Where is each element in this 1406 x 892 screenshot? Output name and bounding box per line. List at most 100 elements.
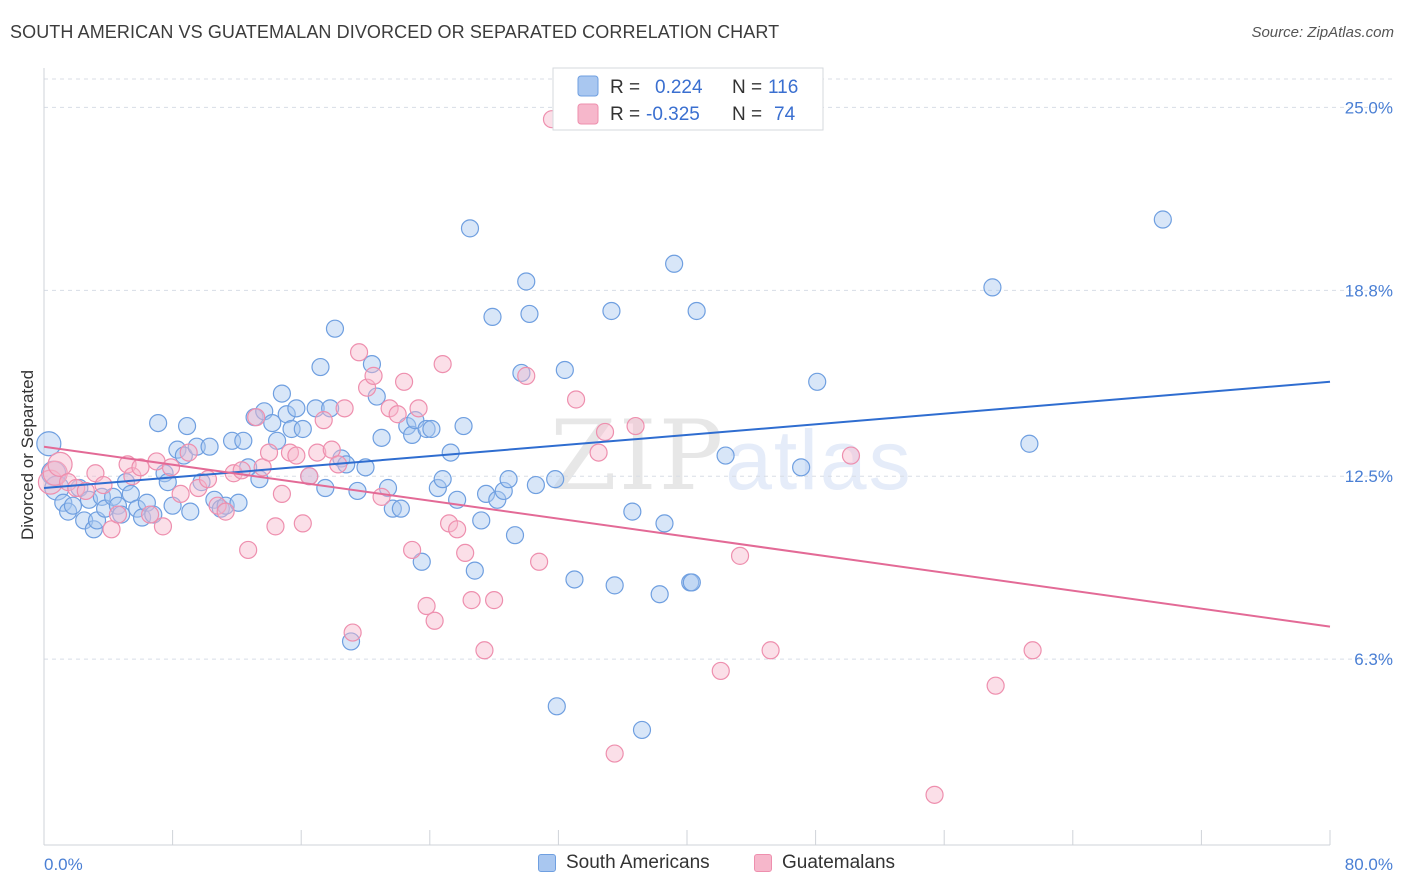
bottom-legend-swatch-pink: [754, 854, 772, 872]
x-tick-label-1: 80.0%: [1345, 855, 1393, 874]
y-tick-label-3: 25.0%: [1345, 98, 1393, 117]
guatemalan-point-62: [566, 390, 586, 409]
guatemalan-point-64: [595, 422, 615, 442]
south-american-point-53: [316, 478, 335, 498]
south-american-point-108: [983, 278, 1002, 297]
guatemalan-point-65: [605, 744, 624, 763]
trend-line-guatemalans: [43, 445, 1331, 628]
guatemalan-point-71: [986, 676, 1005, 695]
south-american-point-60: [356, 458, 375, 477]
south-american-point-46: [277, 405, 296, 424]
south-american-point-86: [505, 526, 525, 545]
legend-box: R = 0.224 N = 116 R = -0.325 N = 74: [552, 67, 824, 131]
x-tick-labels: 0.0% 80.0%: [44, 855, 1393, 874]
south-american-point-106: [792, 458, 811, 477]
guatemalan-point-25: [239, 540, 258, 560]
legend-n-value-1: 116: [768, 77, 798, 98]
south-american-point-93: [555, 360, 574, 380]
legend-n-label-1: N =: [732, 77, 762, 98]
south-american-point-105: [716, 446, 735, 465]
legend-r-label-1: R =: [610, 77, 640, 98]
guatemalan-point-52: [433, 354, 452, 374]
guatemalan-point-7: [94, 475, 113, 495]
south-american-point-29: [181, 502, 200, 521]
guatemalan-point-57: [475, 641, 494, 660]
guatemalan-point-17: [171, 484, 190, 504]
guatemalan-point-73: [925, 785, 944, 804]
south-american-point-37: [229, 493, 248, 512]
guatemalan-point-18: [179, 443, 198, 462]
south-american-point-103: [682, 573, 701, 592]
south-american-point-5: [63, 496, 83, 515]
guatemalan-point-29: [266, 517, 285, 536]
guatemalan-point-63: [589, 443, 608, 462]
guatemalan-point-59: [517, 366, 536, 385]
guatemalan-point-26: [247, 408, 266, 427]
guatemalan-point-5: [76, 481, 95, 501]
series-guatemalans: [37, 110, 1042, 804]
trend-lines: [43, 380, 1331, 628]
south-american-point-72: [422, 419, 441, 439]
guatemalan-point-33: [293, 514, 312, 533]
guatemalan-point-12: [131, 458, 150, 477]
guatemalan-point-40: [343, 623, 362, 642]
guatemalan-point-44: [372, 487, 391, 506]
source-label: Source: ZipAtlas.com: [1251, 24, 1394, 41]
guatemalan-point-30: [272, 484, 292, 504]
y-tick-label-1: 12.5%: [1345, 467, 1393, 486]
south-american-point-107: [808, 372, 827, 391]
legend-n-value-2: 74: [774, 104, 796, 125]
south-american-point-82: [483, 307, 502, 326]
axes: [43, 68, 1331, 846]
guatemalan-point-49: [409, 399, 428, 418]
south-american-point-34: [211, 499, 230, 518]
guatemalan-point-41: [349, 343, 369, 362]
south-american-point-71: [417, 419, 436, 439]
south-american-point-89: [520, 304, 539, 324]
guatemalan-point-69: [761, 641, 780, 660]
bottom-legend-item-south-americans: South Americans: [538, 852, 710, 874]
guatemalan-point-58: [485, 591, 504, 610]
south-american-point-97: [623, 502, 642, 521]
south-american-point-94: [565, 570, 584, 589]
south-american-point-13: [104, 487, 123, 506]
south-american-point-70: [412, 552, 431, 571]
south-american-point-80: [472, 511, 491, 530]
legend-swatch-blue: [577, 75, 599, 97]
south-american-point-99: [650, 585, 669, 604]
south-american-point-43: [263, 413, 282, 433]
guatemalan-point-47: [394, 372, 414, 391]
y-tick-label-0: 6.3%: [1354, 650, 1393, 669]
guatemalan-point-50: [417, 596, 436, 616]
x-tick-label-0: 0.0%: [44, 855, 83, 874]
south-american-point-109: [1020, 434, 1039, 453]
south-american-point-79: [465, 561, 484, 580]
south-american-point-0: [36, 431, 62, 457]
legend-n-label-2: N =: [732, 104, 762, 125]
south-american-point-81: [476, 484, 496, 504]
south-american-point-74: [433, 470, 452, 489]
south-american-point-104: [687, 301, 706, 321]
y-axis-label: Divorced or Separated: [18, 369, 37, 541]
south-american-point-32: [200, 437, 219, 456]
guatemalan-point-28: [259, 443, 279, 462]
grid-lines: [44, 78, 1395, 660]
south-american-point-84: [494, 481, 513, 501]
south-american-point-110: [1153, 210, 1172, 229]
south-american-point-38: [234, 431, 253, 450]
guatemalan-point-39: [335, 399, 354, 418]
south-american-point-52: [311, 357, 330, 377]
guatemalan-point-66: [626, 416, 645, 436]
south-american-point-22: [149, 413, 168, 433]
south-american-point-95: [602, 301, 621, 321]
south-american-point-101: [665, 254, 684, 273]
south-american-point-28: [177, 416, 197, 436]
guatemalan-point-22: [216, 502, 235, 521]
legend-r-value-1: 0.224: [655, 77, 703, 98]
chart-title: SOUTH AMERICAN VS GUATEMALAN DIVORCED OR…: [10, 22, 780, 42]
south-american-point-54: [321, 399, 340, 418]
y-tick-labels: 6.3% 12.5% 18.8% 25.0%: [1345, 98, 1393, 669]
south-american-point-88: [517, 272, 536, 291]
south-american-point-63: [372, 428, 391, 447]
guatemalan-point-56: [462, 591, 481, 610]
